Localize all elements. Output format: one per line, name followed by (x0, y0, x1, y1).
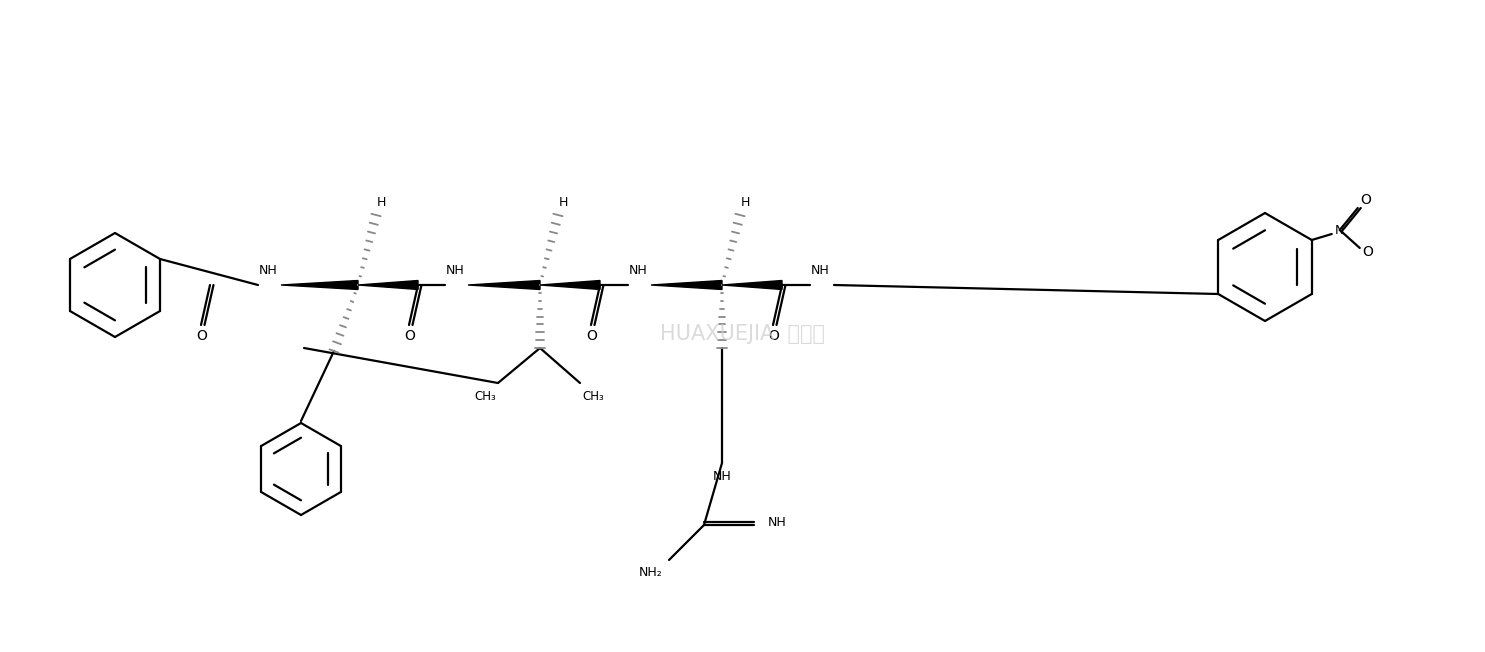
Text: NH: NH (811, 265, 830, 278)
Polygon shape (541, 280, 600, 289)
Text: O: O (404, 329, 416, 343)
Text: NH₂: NH₂ (639, 565, 662, 578)
Text: H: H (376, 196, 386, 209)
Text: H: H (741, 196, 750, 209)
Text: H: H (558, 196, 567, 209)
Text: O: O (196, 329, 208, 343)
Text: NH: NH (628, 265, 647, 278)
Text: O: O (1360, 193, 1371, 207)
Polygon shape (468, 280, 541, 289)
Text: O: O (769, 329, 780, 343)
Text: N: N (1335, 224, 1344, 237)
Text: NH: NH (258, 265, 278, 278)
Text: CH₃: CH₃ (474, 389, 496, 402)
Text: NH: NH (446, 265, 465, 278)
Polygon shape (650, 280, 722, 289)
Text: O: O (587, 329, 597, 343)
Text: CH₃: CH₃ (582, 389, 604, 402)
Text: NH: NH (768, 516, 787, 529)
Text: HUAXUEJIA  化学加: HUAXUEJIA 化学加 (659, 324, 824, 344)
Polygon shape (358, 280, 417, 289)
Polygon shape (281, 280, 358, 289)
Polygon shape (722, 280, 783, 289)
Text: O: O (1362, 245, 1374, 259)
Text: NH: NH (713, 471, 732, 484)
